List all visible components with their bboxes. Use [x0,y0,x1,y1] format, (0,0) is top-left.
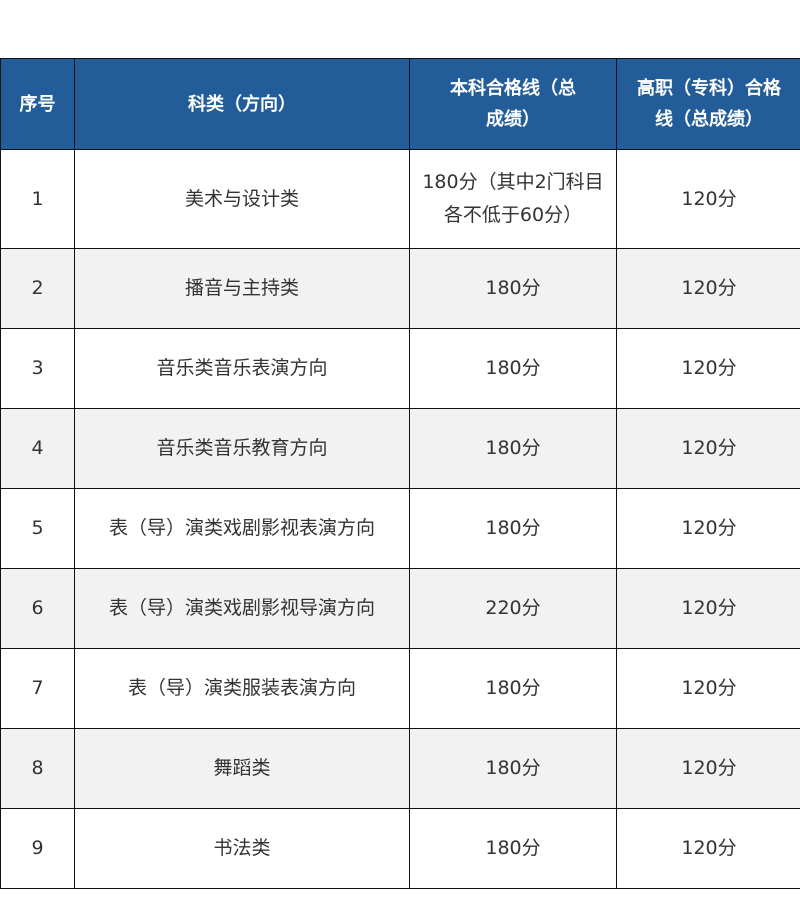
row-index: 7 [0,648,75,729]
row-bachelor-line: 180分 [409,808,617,889]
table-row: 6 表（导）演类戏剧影视导演方向 220分 120分 [0,568,800,649]
row-index: 3 [0,328,75,409]
row-vocational-line: 120分 [616,248,800,329]
row-category: 美术与设计类 [74,149,410,249]
row-index: 6 [0,568,75,649]
row-index: 2 [0,248,75,329]
row-bachelor-line: 180分 [409,648,617,729]
row-index: 9 [0,808,75,889]
row-category: 音乐类音乐教育方向 [74,408,410,489]
table-row: 9 书法类 180分 120分 [0,808,800,889]
row-category: 音乐类音乐表演方向 [74,328,410,409]
header-category: 科类（方向） [74,58,410,150]
table-row: 7 表（导）演类服装表演方向 180分 120分 [0,648,800,729]
table-row: 3 音乐类音乐表演方向 180分 120分 [0,328,800,409]
row-category: 表（导）演类服装表演方向 [74,648,410,729]
header-index: 序号 [0,58,75,150]
row-vocational-line: 120分 [616,728,800,809]
row-vocational-line: 120分 [616,568,800,649]
row-bachelor-line: 220分 [409,568,617,649]
header-bachelor-line: 本科合格线（总成绩） [409,58,617,150]
table-row: 5 表（导）演类戏剧影视表演方向 180分 120分 [0,488,800,569]
row-bachelor-line: 180分 [409,728,617,809]
row-bachelor-line: 180分 [409,408,617,489]
row-vocational-line: 120分 [616,488,800,569]
row-index: 1 [0,149,75,249]
row-category: 表（导）演类戏剧影视导演方向 [74,568,410,649]
row-vocational-line: 120分 [616,808,800,889]
row-category: 舞蹈类 [74,728,410,809]
row-category: 播音与主持类 [74,248,410,329]
row-vocational-line: 120分 [616,328,800,409]
table-row: 8 舞蹈类 180分 120分 [0,728,800,809]
header-row: 序号 科类（方向） 本科合格线（总成绩） 高职（专科）合格线（总成绩） [0,58,800,150]
header-vocational-line: 高职（专科）合格线（总成绩） [616,58,800,150]
row-category: 书法类 [74,808,410,889]
row-vocational-line: 120分 [616,149,800,249]
table-row: 1 美术与设计类 180分（其中2门科目各不低于60分） 120分 [0,149,800,249]
row-bachelor-line: 180分（其中2门科目各不低于60分） [409,149,617,249]
row-vocational-line: 120分 [616,648,800,729]
row-bachelor-line: 180分 [409,488,617,569]
row-vocational-line: 120分 [616,408,800,489]
score-table: 序号 科类（方向） 本科合格线（总成绩） 高职（专科）合格线（总成绩） 1 美术与… [0,58,800,889]
row-index: 5 [0,488,75,569]
row-index: 8 [0,728,75,809]
row-bachelor-line: 180分 [409,248,617,329]
row-index: 4 [0,408,75,489]
row-bachelor-line: 180分 [409,328,617,409]
table-row: 2 播音与主持类 180分 120分 [0,248,800,329]
row-category: 表（导）演类戏剧影视表演方向 [74,488,410,569]
table-row: 4 音乐类音乐教育方向 180分 120分 [0,408,800,489]
